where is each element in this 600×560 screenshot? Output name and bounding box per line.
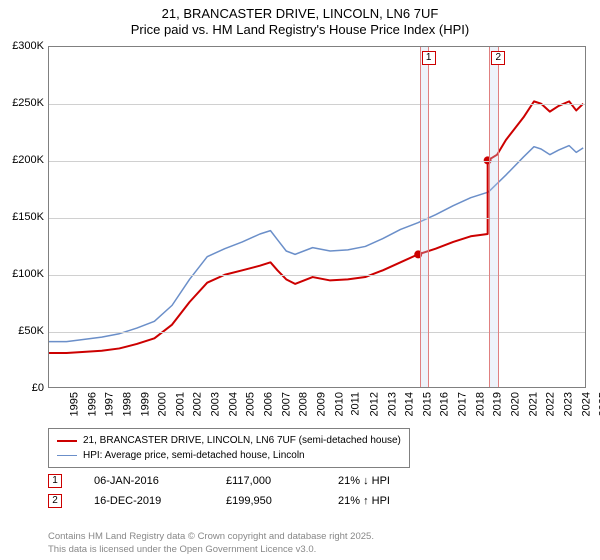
series-line-price_paid <box>49 101 583 353</box>
x-axis-tick-label: 2011 <box>350 392 362 416</box>
gridline-h <box>49 161 585 162</box>
x-axis-tick-label: 2014 <box>404 392 416 416</box>
event-delta: 21% ↑ HPI <box>338 495 418 507</box>
x-axis-tick-label: 2019 <box>492 392 504 416</box>
x-axis-tick-label: 2024 <box>580 392 592 416</box>
x-axis-tick-label: 2015 <box>421 392 433 416</box>
x-axis-tick-label: 1997 <box>104 392 116 416</box>
y-axis-tick-label: £200K <box>4 154 44 166</box>
chart-svg <box>49 47 585 387</box>
x-axis-tick-label: 2009 <box>315 392 327 416</box>
x-axis-tick-label: 1995 <box>68 392 80 416</box>
legend-item: HPI: Average price, semi-detached house,… <box>57 448 401 463</box>
event-band <box>489 47 499 387</box>
x-axis-tick-label: 2007 <box>280 392 292 416</box>
gridline-h <box>49 104 585 105</box>
x-axis-tick-label: 2005 <box>245 392 257 416</box>
x-axis-tick-label: 1998 <box>121 392 133 416</box>
event-row: 2 16-DEC-2019 £199,950 21% ↑ HPI <box>48 494 418 508</box>
x-axis-tick-label: 2016 <box>439 392 451 416</box>
event-delta: 21% ↓ HPI <box>338 475 418 487</box>
y-axis-tick-label: £250K <box>4 97 44 109</box>
chart-plot-area: 12 <box>48 46 586 388</box>
footer-attribution: Contains HM Land Registry data © Crown c… <box>48 531 374 556</box>
legend-item: 21, BRANCASTER DRIVE, LINCOLN, LN6 7UF (… <box>57 433 401 448</box>
title-address: 21, BRANCASTER DRIVE, LINCOLN, LN6 7UF <box>0 6 600 22</box>
event-price: £117,000 <box>226 475 306 487</box>
y-axis-tick-label: £100K <box>4 268 44 280</box>
x-axis-tick-label: 2003 <box>210 392 222 416</box>
x-axis-tick-label: 2010 <box>333 392 345 416</box>
legend-label: HPI: Average price, semi-detached house,… <box>83 448 305 463</box>
event-price: £199,950 <box>226 495 306 507</box>
gridline-h <box>49 332 585 333</box>
x-axis-tick-label: 2001 <box>174 392 186 416</box>
legend-swatch <box>57 455 77 456</box>
x-axis-tick-label: 2004 <box>227 392 239 416</box>
y-axis-tick-label: £150K <box>4 211 44 223</box>
x-axis-tick-label: 2017 <box>457 392 469 416</box>
x-axis-tick-label: 2023 <box>562 392 574 416</box>
event-row: 1 06-JAN-2016 £117,000 21% ↓ HPI <box>48 474 418 488</box>
x-axis-tick-label: 2020 <box>509 392 521 416</box>
series-line-hpi <box>49 146 583 342</box>
x-axis-tick-label: 1999 <box>139 392 151 416</box>
title-subtitle: Price paid vs. HM Land Registry's House … <box>0 22 600 38</box>
x-axis-tick-label: 2018 <box>474 392 486 416</box>
x-axis-tick-label: 2008 <box>298 392 310 416</box>
gridline-h <box>49 218 585 219</box>
legend-label: 21, BRANCASTER DRIVE, LINCOLN, LN6 7UF (… <box>83 433 401 448</box>
events-table: 1 06-JAN-2016 £117,000 21% ↓ HPI 2 16-DEC-201… <box>48 474 418 514</box>
footer-line1: Contains HM Land Registry data © Crown c… <box>48 531 374 543</box>
x-axis-tick-label: 2013 <box>386 392 398 416</box>
y-axis-tick-label: £300K <box>4 40 44 52</box>
y-axis-tick-label: £50K <box>4 325 44 337</box>
event-date: 06-JAN-2016 <box>94 475 194 487</box>
legend-swatch <box>57 440 77 442</box>
y-axis-tick-label: £0 <box>4 382 44 394</box>
x-axis-tick-label: 2012 <box>368 392 380 416</box>
event-marker: 2 <box>48 494 62 508</box>
x-axis-tick-label: 2021 <box>527 392 539 416</box>
x-axis-tick-label: 2002 <box>192 392 204 416</box>
footer-line2: This data is licensed under the Open Gov… <box>48 544 374 556</box>
legend: 21, BRANCASTER DRIVE, LINCOLN, LN6 7UF (… <box>48 428 410 468</box>
x-axis-tick-label: 2000 <box>157 392 169 416</box>
x-axis-tick-label: 2006 <box>263 392 275 416</box>
x-axis-tick-label: 1996 <box>86 392 98 416</box>
x-axis-tick-label: 2022 <box>545 392 557 416</box>
event-marker: 1 <box>422 51 436 65</box>
gridline-h <box>49 275 585 276</box>
event-band <box>420 47 430 387</box>
event-date: 16-DEC-2019 <box>94 495 194 507</box>
event-marker: 2 <box>491 51 505 65</box>
event-marker: 1 <box>48 474 62 488</box>
